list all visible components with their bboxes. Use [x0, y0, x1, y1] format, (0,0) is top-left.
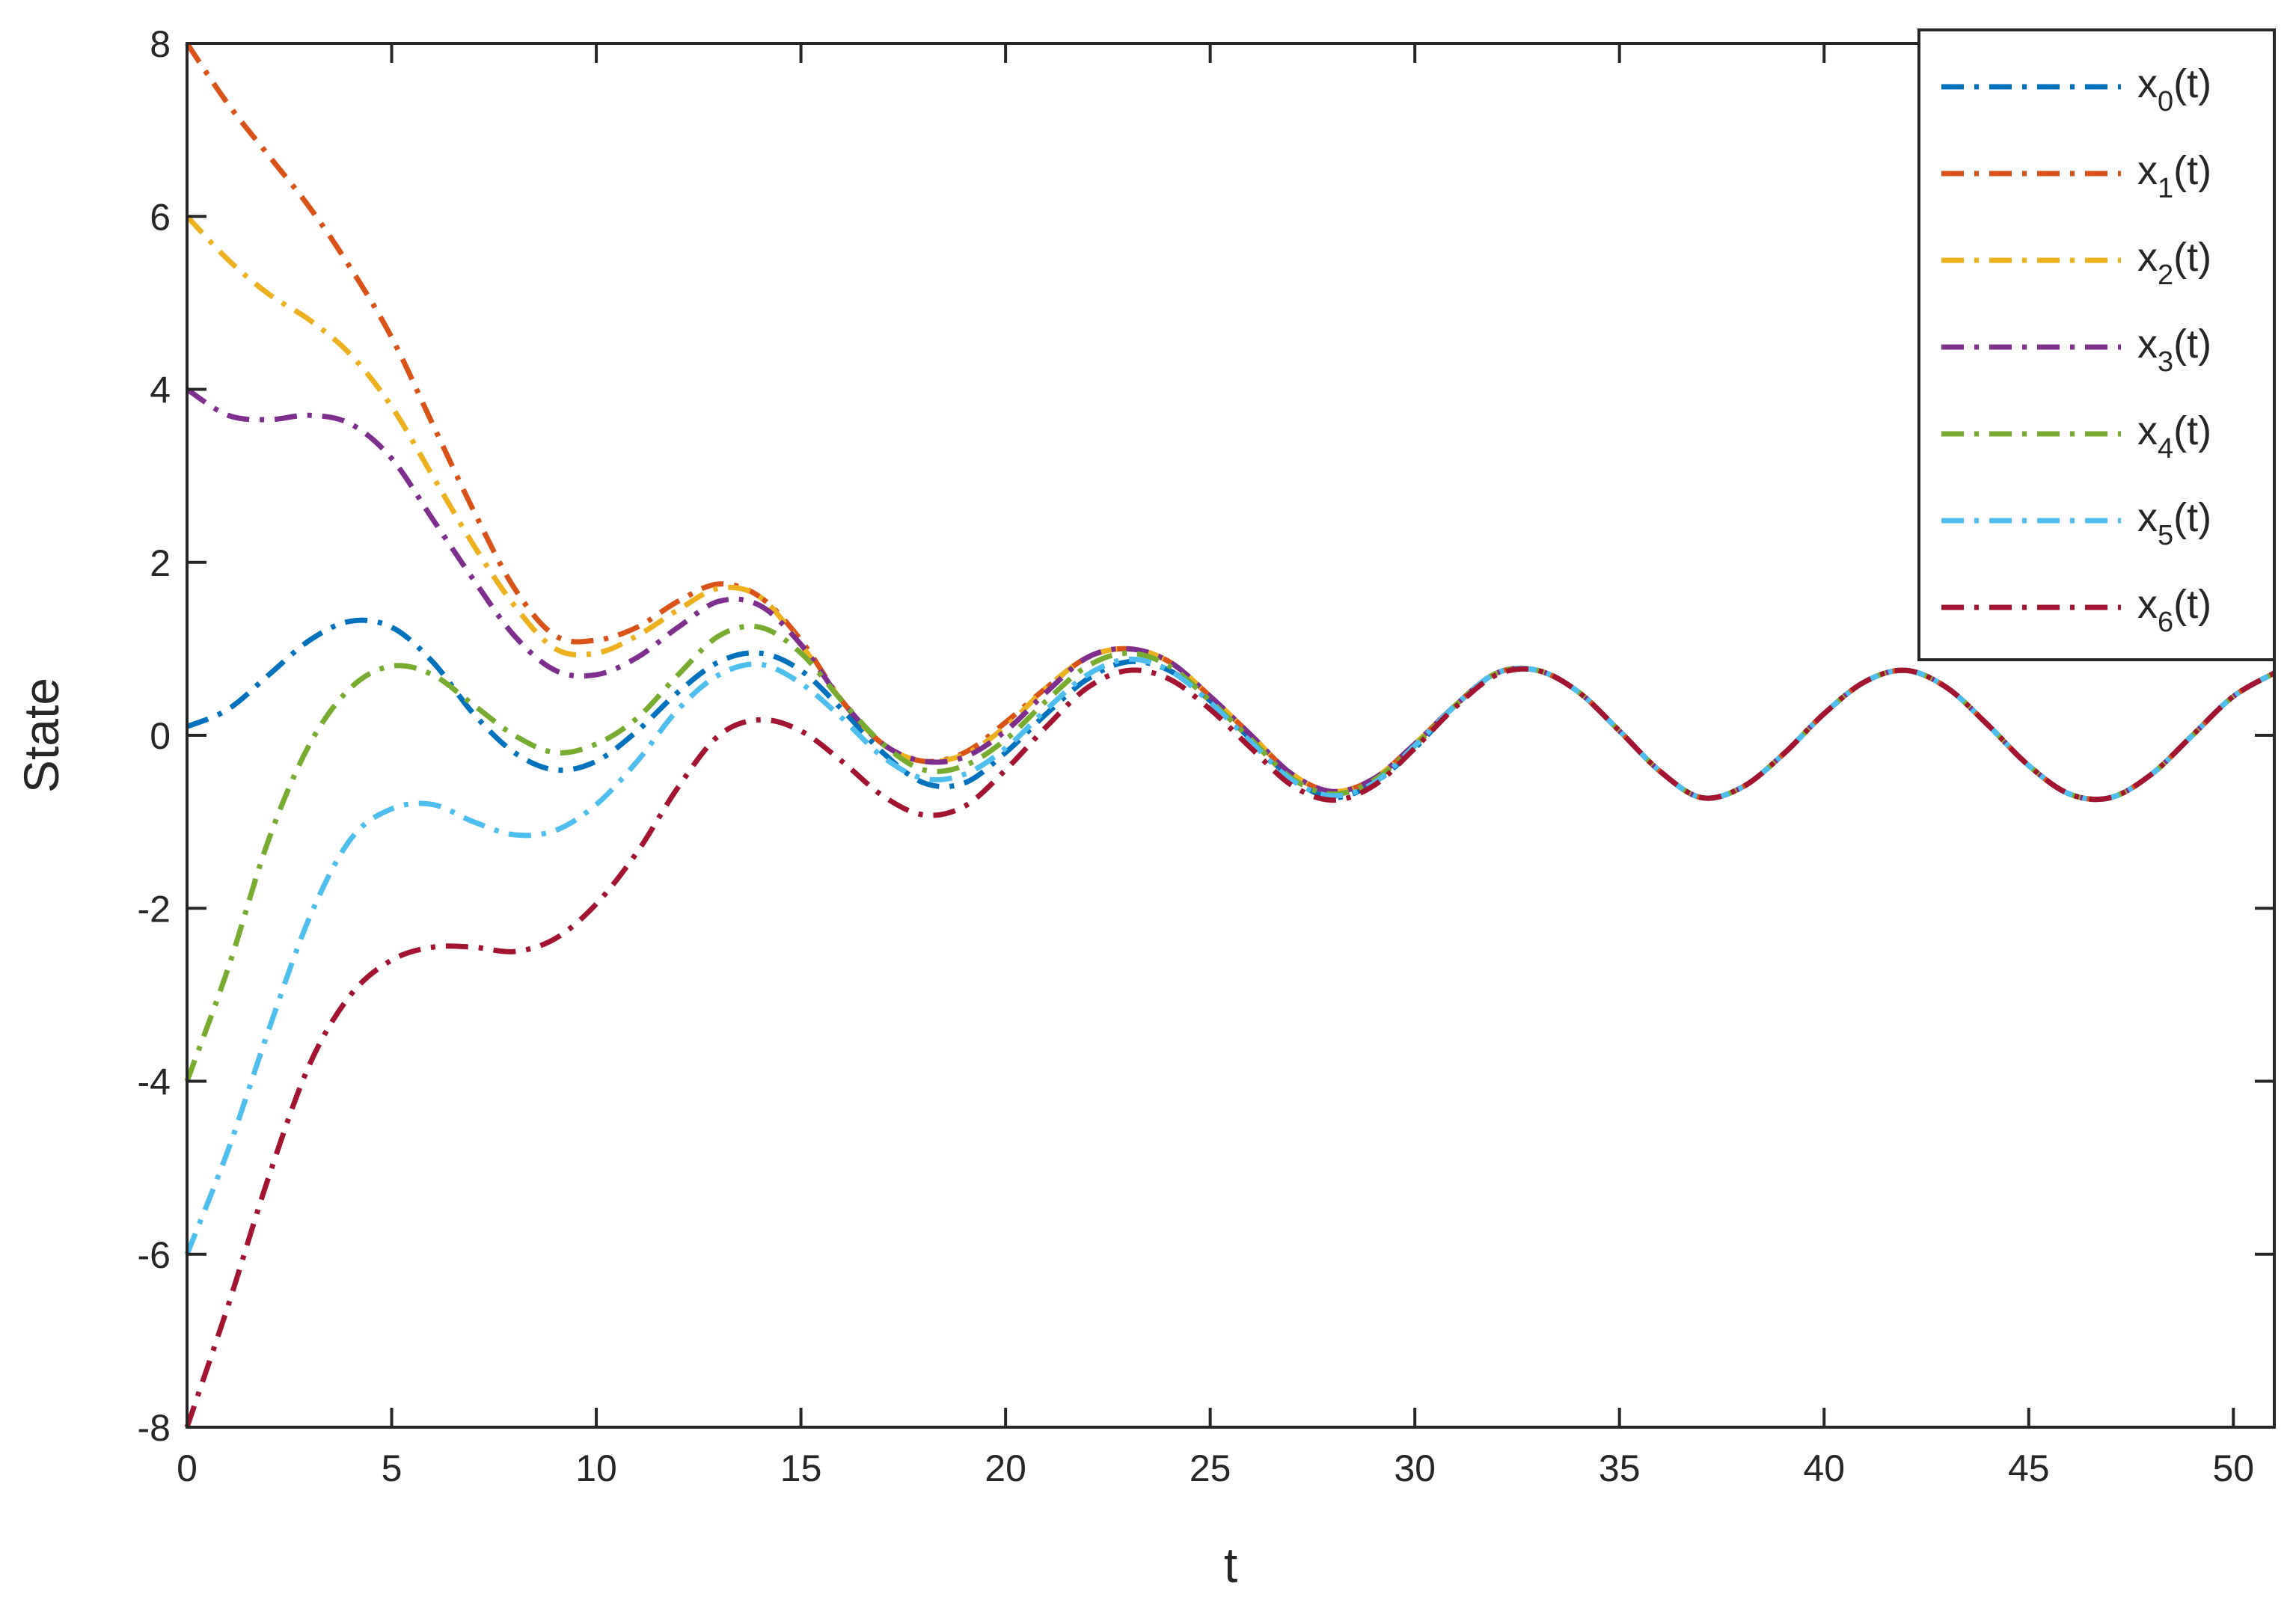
legend-label-6: x6(t) [2137, 582, 2211, 638]
series-line-0 [186, 617, 2276, 803]
y-tick-label: -8 [138, 1407, 171, 1449]
x-tick-label: 25 [1190, 1447, 1231, 1489]
legend-label-base: x [2137, 148, 2158, 193]
x-tick-label: 40 [1803, 1447, 1845, 1489]
legend-label-suffix: (t) [2173, 61, 2211, 106]
x-tick-label: 45 [2008, 1447, 2050, 1489]
legend-label-suffix: (t) [2173, 148, 2211, 193]
legend-label-1: x1(t) [2137, 148, 2211, 204]
x-tick-label: 10 [575, 1447, 617, 1489]
series-line-3 [186, 387, 2276, 803]
y-tick-label: -2 [138, 888, 171, 930]
series-line-6 [184, 666, 2276, 1429]
legend-label-base: x [2137, 322, 2158, 367]
y-tick-label: 8 [150, 23, 171, 65]
y-tick-label: 6 [150, 196, 171, 238]
legend-label-5: x5(t) [2137, 495, 2211, 551]
y-axis-title: State [13, 678, 69, 793]
x-tick-label: 35 [1599, 1447, 1641, 1489]
legend-label-4: x4(t) [2137, 408, 2211, 465]
legend-label-subscript: 4 [2158, 433, 2173, 465]
x-tick-label: 15 [780, 1447, 822, 1489]
legend-label-base: x [2137, 235, 2158, 280]
legend-label-3: x3(t) [2137, 322, 2211, 378]
legend-label-suffix: (t) [2173, 408, 2211, 453]
y-tick-label: 4 [150, 370, 171, 411]
legend-label-suffix: (t) [2173, 235, 2211, 280]
x-axis-title: t [1224, 1537, 1237, 1593]
legend-label-subscript: 3 [2158, 346, 2173, 378]
x-tick-label: 50 [2212, 1447, 2254, 1489]
y-tick-label: -4 [138, 1061, 171, 1103]
legend-label-2: x2(t) [2137, 235, 2211, 291]
legend: x0(t)x1(t)x2(t)x3(t)x4(t)x5(t)x6(t) [1917, 28, 2276, 661]
x-tick-label: 20 [985, 1447, 1026, 1489]
y-tick-label: 2 [150, 542, 171, 584]
legend-label-subscript: 0 [2158, 86, 2173, 117]
x-tick-label: 0 [177, 1447, 198, 1489]
legend-label-suffix: (t) [2173, 322, 2211, 367]
legend-label-subscript: 6 [2158, 607, 2173, 638]
legend-label-subscript: 5 [2158, 520, 2173, 551]
legend-label-0: x0(t) [2137, 61, 2211, 117]
legend-label-suffix: (t) [2173, 582, 2211, 627]
x-tick-label: 30 [1394, 1447, 1436, 1489]
y-tick-label: 0 [150, 715, 171, 757]
y-tick-label: -6 [138, 1234, 171, 1276]
legend-label-subscript: 1 [2158, 173, 2173, 204]
legend-label-suffix: (t) [2173, 495, 2211, 540]
legend-label-base: x [2137, 495, 2158, 540]
legend-label-subscript: 2 [2158, 260, 2173, 291]
legend-label-base: x [2137, 408, 2158, 453]
series-lines [184, 42, 2276, 1429]
legend-label-base: x [2137, 582, 2158, 627]
x-tick-label: 5 [382, 1447, 402, 1489]
legend-label-base: x [2137, 61, 2158, 106]
